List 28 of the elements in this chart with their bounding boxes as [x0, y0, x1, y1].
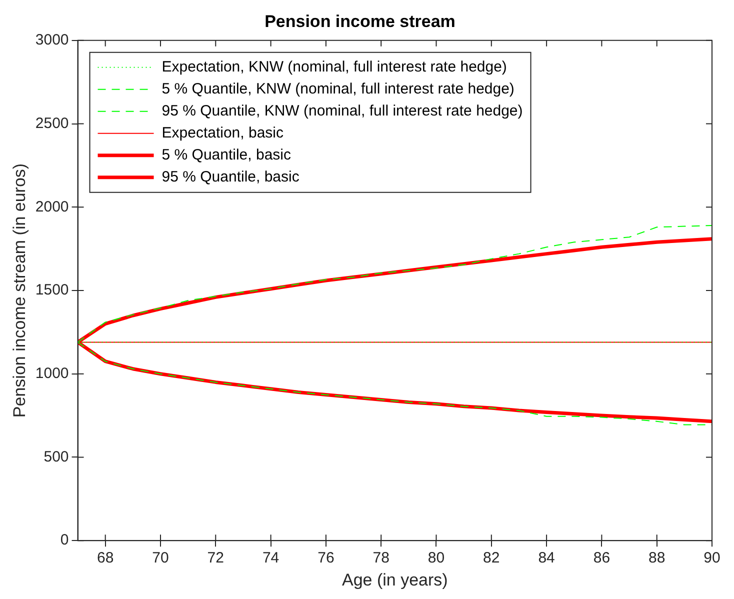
x-tick-label: 74 — [262, 550, 280, 567]
x-tick-label: 78 — [372, 550, 390, 567]
x-tick-label: 76 — [318, 550, 334, 567]
legend-label: 95 % Quantile, basic — [162, 168, 300, 186]
x-tick-label: 80 — [428, 550, 445, 567]
y-tick-label: 3000 — [35, 32, 69, 49]
y-tick-label: 0 — [60, 532, 69, 549]
y-tick-label: 1000 — [35, 365, 69, 382]
y-tick-label: 2500 — [35, 114, 69, 132]
x-tick-label: 68 — [97, 550, 114, 567]
y-tick-label: 2000 — [35, 198, 69, 216]
x-tick-label: 86 — [593, 550, 610, 567]
legend-label: Expectation, KNW (nominal, full interest rate hedge) — [162, 58, 507, 76]
y-axis-title: Pension income stream (in euros) — [10, 163, 29, 418]
x-tick-label: 84 — [538, 550, 555, 567]
legend-label: 95 % Quantile, KNW (nominal, full interest rate hedge) — [162, 102, 523, 120]
y-tick-label: 500 — [44, 448, 69, 466]
legend-label: Expectation, basic — [162, 124, 284, 142]
x-tick-label: 82 — [483, 550, 500, 567]
x-tick-label: 72 — [207, 550, 224, 567]
chart-title: Pension income stream — [264, 12, 456, 31]
legend-label: 5 % Quantile, basic — [162, 146, 292, 164]
legend-label: 5 % Quantile, KNW (nominal, full interest rate hedge) — [162, 80, 514, 98]
x-tick-label: 88 — [648, 550, 666, 567]
x-tick-label: 90 — [704, 550, 720, 567]
y-tick-label: 1500 — [35, 282, 69, 299]
x-axis-title: Age (in years) — [342, 570, 448, 590]
x-tick-label: 70 — [152, 550, 169, 567]
